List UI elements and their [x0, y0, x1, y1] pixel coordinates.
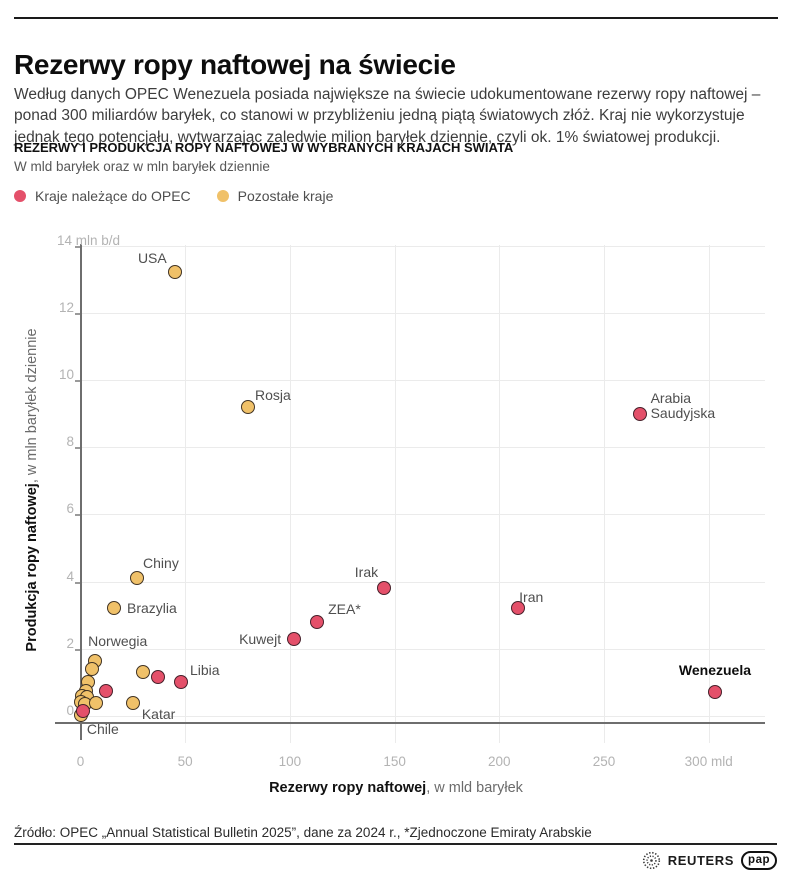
- data-point: [136, 665, 151, 680]
- x-tick-label: 50: [177, 754, 193, 769]
- page-title: Rezerwy ropy naftowej na świecie: [14, 48, 456, 80]
- data-point: [287, 631, 302, 646]
- x-tick-label: 0: [76, 754, 85, 769]
- data-point: [98, 683, 113, 698]
- v-gridline: [499, 245, 501, 743]
- point-label: Iran: [519, 589, 544, 606]
- h-gridline: [81, 245, 765, 247]
- x-tick-label: 100: [278, 754, 302, 769]
- legend-label-opec: Kraje należące do OPEC: [35, 188, 191, 204]
- data-point: [310, 614, 325, 629]
- data-point: [88, 695, 103, 710]
- chart-legend: Kraje należące do OPEC Pozostałe kraje: [14, 188, 333, 204]
- data-point: [174, 675, 188, 690]
- x-axis-line: [55, 722, 765, 724]
- v-gridline: [604, 245, 605, 743]
- footer-rule: [14, 843, 777, 845]
- h-gridline: [81, 312, 765, 314]
- h-gridline: [81, 447, 765, 449]
- data-point: [632, 406, 647, 421]
- legend-item-opec: Kraje należące do OPEC: [14, 188, 191, 204]
- footer-logos: REUTERS pap: [642, 851, 777, 870]
- reuters-emblem-icon: [642, 851, 660, 870]
- h-gridline: [81, 648, 765, 650]
- y-tick-mark: [75, 380, 80, 382]
- data-point: [167, 265, 182, 280]
- point-label: Libia: [190, 662, 220, 679]
- y-tick-mark: [75, 312, 80, 315]
- legend-label-other: Pozostałe kraje: [237, 188, 334, 204]
- h-gridline: [81, 514, 765, 516]
- point-label: ZEA*: [328, 600, 361, 617]
- point-label: Chile: [86, 721, 119, 738]
- x-axis-title-rest: , w mld baryłek: [426, 780, 523, 796]
- top-rule: [14, 17, 778, 19]
- data-point: [241, 399, 256, 414]
- point-label: Katar: [141, 705, 176, 722]
- chart-heading: REZERWY I PRODUKCJA ROPY NAFTOWEJ W WYBR…: [14, 140, 514, 155]
- x-tick-label: 150: [383, 754, 406, 769]
- point-label: Rosja: [255, 386, 291, 403]
- point-label: Chiny: [143, 555, 179, 572]
- y-tick-label: 0: [66, 703, 74, 718]
- x-tick-label: 200: [488, 754, 511, 769]
- h-gridline: [81, 581, 765, 583]
- x-tick-label: 250: [592, 754, 616, 769]
- h-gridline: [81, 380, 765, 381]
- y-tick-mark: [75, 245, 80, 248]
- y-axis-title-rest: , w mln baryłek dziennie: [24, 328, 40, 484]
- y-tick-mark: [75, 648, 80, 651]
- point-label: Wenezuela: [678, 662, 752, 679]
- y-tick-mark: [75, 447, 80, 450]
- v-gridline: [708, 245, 710, 743]
- v-gridline: [394, 245, 396, 743]
- point-label: USA: [137, 250, 167, 267]
- y-axis-title-bold: Produkcja ropy naftowej: [24, 483, 40, 652]
- point-label: Brazylia: [127, 600, 177, 617]
- y-tick-label: 4: [66, 568, 74, 584]
- legend-item-other: Pozostałe kraje: [216, 188, 334, 204]
- data-point: [130, 571, 145, 586]
- v-gridline: [289, 245, 291, 743]
- point-label: Irak: [354, 564, 379, 581]
- pap-logo: pap: [741, 851, 777, 870]
- chart-unit-note: W mld baryłek oraz w mln baryłek dzienni…: [14, 159, 270, 174]
- intro-paragraph: Według danych OPEC Wenezuela posiada naj…: [14, 85, 761, 146]
- x-tick-label: 300 mld: [684, 754, 733, 769]
- data-point: [707, 685, 722, 700]
- point-label: Arabia Saudyjska: [650, 389, 716, 421]
- data-point: [150, 670, 165, 685]
- y-tick-label: 8: [66, 434, 74, 450]
- h-gridline: [81, 716, 765, 717]
- y-tick-label: 10: [58, 367, 74, 382]
- data-point: [125, 695, 140, 710]
- data-point: [107, 601, 121, 616]
- y-tick-mark: [75, 514, 80, 517]
- y-tick-label: 2: [66, 635, 74, 651]
- x-axis-title: Rezerwy ropy naftowej, w mld baryłek: [0, 780, 792, 796]
- point-label: Norwegia: [88, 632, 148, 649]
- v-gridline: [185, 245, 187, 743]
- x-axis-title-bold: Rezerwy ropy naftowej: [269, 780, 427, 796]
- y-tick-label: 14 mln b/d: [57, 232, 121, 248]
- y-axis-line: [80, 244, 82, 740]
- source-note: Źródło: OPEC „Annual Statistical Bulleti…: [14, 825, 592, 840]
- y-tick-label: 12: [58, 299, 74, 315]
- data-point: [84, 661, 99, 676]
- y-axis-title: Produkcja ropy naftowej, w mln baryłek d…: [24, 328, 40, 651]
- data-point: [76, 703, 90, 718]
- y-tick-label: 6: [66, 501, 74, 517]
- y-tick-mark: [75, 581, 80, 584]
- reuters-wordmark: REUTERS: [667, 853, 735, 868]
- opec-dot-icon: [14, 190, 26, 202]
- data-point: [511, 601, 526, 616]
- other-dot-icon: [216, 190, 229, 202]
- data-point: [377, 581, 392, 596]
- point-label: Kuwejt: [239, 630, 282, 647]
